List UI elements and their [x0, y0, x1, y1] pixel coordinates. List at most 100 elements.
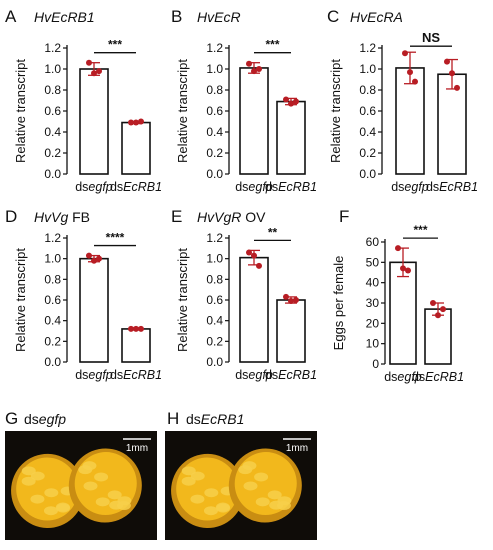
- data-point: [283, 96, 289, 103]
- y-tick-label: 1.0: [206, 62, 223, 76]
- data-point: [256, 262, 262, 269]
- x-category-label: dsEcRB1: [265, 368, 317, 382]
- panel-title: dsEcRB1: [186, 411, 244, 427]
- x-category-label: dsegfp: [75, 368, 113, 382]
- y-tick-label: 10: [366, 337, 380, 351]
- oocyte: [204, 488, 219, 498]
- bar-dsegfp: [79, 68, 109, 175]
- oocyte: [94, 472, 109, 482]
- bar-dsEcRB1: [121, 121, 151, 175]
- bar-dsegfp: [79, 257, 109, 363]
- oocyte: [255, 497, 270, 507]
- oocyte: [277, 496, 292, 506]
- y-tick-label: 1.2: [206, 231, 223, 245]
- x-category-label: dsegfp: [235, 368, 273, 382]
- bar-dsegfp: [239, 67, 269, 175]
- panel-letter: G: [5, 409, 18, 428]
- bar-dsEcRB1: [121, 328, 151, 363]
- panel-letter: E: [171, 207, 182, 226]
- y-tick-label: 0.2: [359, 146, 376, 160]
- bar-dsEcRB1: [437, 73, 467, 175]
- x-category-label: dsegfp: [235, 180, 273, 194]
- data-point: [288, 100, 294, 107]
- data-point: [440, 306, 446, 313]
- data-point: [435, 312, 441, 319]
- data-point: [444, 58, 450, 65]
- chart-panel-b: B HvEcR Relative transcript 0.0 0.2 0.4 0.6 0.8…: [171, 7, 317, 194]
- y-tick-label: 60: [366, 235, 380, 249]
- oocyte: [203, 506, 218, 516]
- panel-title: HvEcR: [197, 9, 241, 25]
- x-category-label: dsEcRB1: [426, 180, 478, 194]
- y-tick-label: 0.4: [359, 125, 376, 139]
- y-axis-label: Relative transcript: [328, 59, 343, 163]
- y-tick-label: 0.2: [44, 334, 61, 348]
- y-tick-label: 0.6: [44, 293, 61, 307]
- y-tick-label: 0.4: [44, 314, 61, 328]
- bar-dsegfp: [389, 261, 417, 365]
- y-axis-label: Relative transcript: [13, 248, 28, 352]
- significance-label: ***: [265, 38, 279, 52]
- oocyte: [107, 490, 122, 500]
- y-tick-label: 0.4: [44, 125, 61, 139]
- y-tick-label: 1.2: [359, 41, 376, 55]
- y-tick-label: 20: [366, 316, 380, 330]
- y-tick-label: 0.8: [359, 83, 376, 97]
- data-point: [293, 297, 299, 303]
- y-tick-label: 0.0: [44, 167, 61, 181]
- y-tick-label: 1.0: [359, 62, 376, 76]
- ovary-photo: [165, 431, 317, 540]
- data-point: [96, 255, 102, 262]
- oocyte: [83, 481, 98, 491]
- y-tick-label: 0: [372, 357, 379, 371]
- data-point: [400, 265, 406, 272]
- oocyte: [56, 503, 71, 513]
- oocyte: [243, 481, 258, 491]
- y-tick-label: 0.2: [44, 146, 61, 160]
- panel-letter: F: [339, 207, 349, 226]
- data-point: [96, 68, 102, 75]
- oocyte: [95, 497, 110, 507]
- y-axis-label: Relative transcript: [13, 59, 28, 163]
- chart-panel-d: D HvVg FB Relative transcript 0.0 0.2 0.4 0.6 0…: [5, 207, 162, 382]
- data-point: [246, 249, 252, 256]
- panel-title: HvEcRB1: [34, 9, 95, 25]
- x-category-label: dsEcRB1: [412, 370, 464, 384]
- panel-letter: C: [327, 7, 339, 26]
- data-point: [402, 50, 408, 57]
- panel-letter: A: [5, 7, 17, 26]
- data-point: [246, 60, 252, 67]
- data-point: [251, 252, 257, 259]
- bar-dsEcRB1: [276, 100, 306, 175]
- y-tick-label: 0.6: [359, 104, 376, 118]
- oocyte: [21, 476, 36, 486]
- data-point: [138, 118, 144, 125]
- oocyte: [267, 490, 282, 500]
- significance-label: ***: [413, 223, 427, 237]
- panel-title: HvEcRA: [350, 9, 403, 25]
- x-category-label: dsEcRB1: [265, 180, 317, 194]
- significance-label: ****: [106, 231, 125, 245]
- oocyte: [30, 471, 45, 481]
- data-point: [288, 298, 294, 305]
- y-tick-label: 0.8: [44, 272, 61, 286]
- y-tick-label: 0.2: [206, 146, 223, 160]
- panel-title: HvVg FB: [34, 209, 90, 225]
- scale-bar-label: 1mm: [126, 443, 148, 454]
- chart-panel-a: A HvEcRB1 Relative transcript 0.0 0.2 0.4 0.6 0…: [5, 7, 162, 194]
- y-tick-label: 1.2: [44, 231, 61, 245]
- y-tick-label: 0.6: [206, 293, 223, 307]
- chart-panel-f: F Eggs per female 0 10 20 30 40 50 60 dsegfpdsEcR…: [331, 207, 464, 384]
- data-point: [91, 257, 97, 264]
- panel-letter: D: [5, 207, 17, 226]
- y-tick-label: 30: [366, 296, 380, 310]
- oocyte: [21, 466, 36, 476]
- significance-label: NS: [422, 30, 440, 45]
- bar-dsEcRB1: [424, 308, 452, 365]
- y-tick-label: 0.6: [206, 104, 223, 118]
- oocyte: [43, 506, 58, 516]
- y-axis-label: Eggs per female: [331, 256, 346, 351]
- y-tick-label: 0.4: [206, 125, 223, 139]
